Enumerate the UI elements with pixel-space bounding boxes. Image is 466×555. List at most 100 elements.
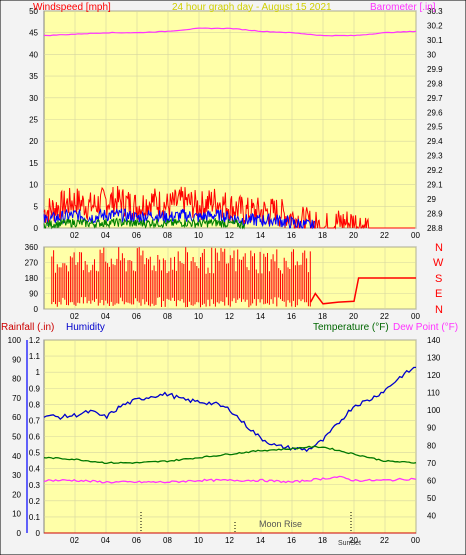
x-tick-label: 18 — [318, 231, 327, 240]
dir-y-tick: 0 — [34, 305, 39, 314]
x-tick-label: 14 — [256, 231, 265, 240]
barometer-line — [43, 27, 417, 37]
temp-y-tick: 70 — [427, 459, 436, 468]
wind-y-tick: 0 — [34, 224, 39, 233]
x-tick-label: 06 — [132, 312, 141, 321]
dir-letter-s: S — [435, 273, 442, 285]
wind-y-tick: 35 — [29, 72, 38, 81]
dir-letter-w: W — [433, 257, 444, 269]
humidity-y-tick: 80 — [12, 375, 21, 384]
baro-y-tick: 29.5 — [427, 123, 443, 132]
humidity-y-tick: 10 — [12, 510, 21, 519]
wind-y-tick: 15 — [29, 159, 38, 168]
humidity-y-tick: 70 — [12, 394, 21, 403]
temp-y-tick: 40 — [427, 511, 436, 520]
rain-axis-label: Rainfall (.in) — [1, 322, 54, 333]
humidity-y-tick: 20 — [12, 490, 21, 499]
wind-y-tick: 20 — [29, 137, 38, 146]
rain-y-tick: 0.4 — [29, 465, 41, 474]
x-tick-label: 20 — [349, 536, 358, 545]
baro-y-tick: 29.4 — [427, 137, 443, 146]
baro-y-tick: 29.9 — [427, 65, 443, 74]
temp-y-tick: 60 — [427, 476, 436, 485]
temperature-line — [43, 445, 417, 465]
x-tick-label: 10 — [194, 312, 203, 321]
x-tick-label: 04 — [101, 536, 110, 545]
temp-y-tick: 80 — [427, 441, 436, 450]
gust-line — [43, 208, 315, 230]
x-tick-label: 06 — [132, 536, 141, 545]
x-tick-label: 00 — [411, 312, 420, 321]
baro-y-tick: 29.3 — [427, 152, 443, 161]
dew-axis-label: Dew Point (°F) — [393, 322, 458, 333]
direction-noise — [51, 247, 311, 308]
x-tick-label: 08 — [163, 312, 172, 321]
dir-letter-e: E — [435, 288, 442, 300]
rain-y-tick: 0.8 — [29, 400, 41, 409]
x-tick-label: 22 — [380, 536, 389, 545]
x-tick-label: 02 — [70, 536, 79, 545]
x-tick-label: 02 — [70, 231, 79, 240]
x-tick-label: 06 — [132, 231, 141, 240]
wind-y-tick: 10 — [29, 181, 38, 190]
humidity-y-tick: 40 — [12, 452, 21, 461]
x-tick-label: 16 — [287, 536, 296, 545]
rain-y-tick: 0 — [36, 529, 41, 538]
temp-axis-label: Temperature (°F) — [313, 322, 389, 333]
dir-y-tick: 180 — [25, 274, 39, 283]
dir-y-tick: 360 — [25, 243, 39, 252]
wind-noise — [43, 185, 416, 308]
rain-y-tick: 0.2 — [29, 497, 41, 506]
temp-y-tick: 50 — [427, 494, 436, 503]
avg-wind-line — [43, 217, 246, 230]
x-tick-label: 20 — [349, 312, 358, 321]
x-tick-label: 22 — [380, 312, 389, 321]
wind-y-tick: 40 — [29, 50, 38, 59]
x-tick-label: 14 — [256, 536, 265, 545]
baro-y-tick: 30.2 — [427, 21, 443, 30]
grid-lines — [26, 10, 417, 534]
baro-y-tick: 28.8 — [427, 224, 443, 233]
baro-y-tick: 30.3 — [427, 7, 443, 16]
dir-letter-n-bottom: N — [435, 304, 443, 316]
rain-y-tick: 0.3 — [29, 481, 41, 490]
humidity-y-tick: 60 — [12, 413, 21, 422]
humidity-y-tick: 0 — [17, 529, 22, 538]
temp-y-tick: 100 — [427, 406, 441, 415]
temp-y-tick: 110 — [427, 389, 440, 398]
baro-y-tick: 28.9 — [427, 210, 443, 219]
x-tick-label: 02 — [70, 312, 79, 321]
chart-title: 24 hour graph day - August 15 2021 — [172, 2, 332, 13]
x-tick-label: 08 — [163, 231, 172, 240]
x-tick-label: 12 — [225, 312, 234, 321]
temp-y-tick: 90 — [427, 424, 436, 433]
x-tick-label: 18 — [318, 536, 327, 545]
x-tick-label: 16 — [287, 312, 296, 321]
x-tick-label: 22 — [380, 231, 389, 240]
x-tick-label: 10 — [194, 536, 203, 545]
baro-y-tick: 29.2 — [427, 166, 443, 175]
direction-line — [309, 277, 416, 305]
x-tick-label: 08 — [163, 536, 172, 545]
rain-y-tick: 0.7 — [29, 416, 41, 425]
baro-y-tick: 29.1 — [427, 181, 443, 190]
rain-y-tick: 0.6 — [29, 433, 41, 442]
baro-y-tick: 30.1 — [427, 36, 443, 45]
humidity-axis-label: Humidity — [66, 322, 105, 333]
wind-y-tick: 50 — [29, 7, 38, 16]
humidity-y-tick: 90 — [12, 355, 21, 364]
rain-y-tick: 1 — [36, 368, 41, 377]
wind-y-tick: 45 — [29, 29, 38, 38]
x-tick-label: 10 — [194, 231, 203, 240]
wind-y-tick: 30 — [29, 94, 38, 103]
baro-y-tick: 30 — [427, 50, 436, 59]
rain-y-tick: 0.9 — [29, 384, 41, 393]
dir-letter-n-top: N — [435, 242, 443, 254]
rain-y-tick: 1.1 — [29, 352, 41, 361]
x-tick-label: 14 — [256, 312, 265, 321]
wind-y-tick: 5 — [34, 202, 39, 211]
humidity-line — [43, 366, 417, 453]
data-lines — [43, 27, 417, 534]
wind-axis-label: Windspeed [mph] — [33, 2, 111, 13]
